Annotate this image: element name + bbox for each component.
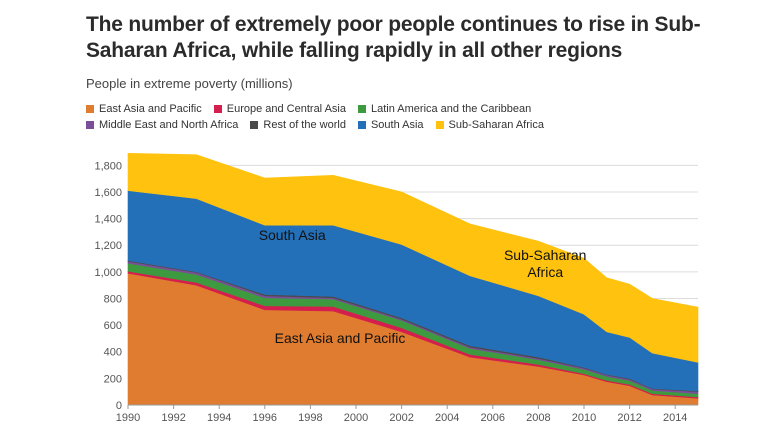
x-tick-label: 1996 bbox=[253, 412, 277, 424]
y-tick-label: 400 bbox=[104, 347, 122, 359]
legend-swatch bbox=[250, 121, 259, 129]
legend-label: Europe and Central Asia bbox=[226, 103, 346, 115]
legend-swatch bbox=[357, 105, 366, 113]
legend-swatch bbox=[86, 105, 94, 113]
legend-swatch bbox=[435, 121, 444, 129]
y-tick-label: 0 bbox=[116, 400, 122, 412]
legend-item-east-asia: East Asia and Pacific bbox=[86, 103, 202, 115]
legend-label: Rest of the world bbox=[263, 119, 346, 131]
x-tick-label: 2006 bbox=[481, 412, 505, 424]
annotation-line: South Asia bbox=[259, 227, 326, 243]
legend-swatch bbox=[357, 121, 366, 129]
legend-label: East Asia and Pacific bbox=[99, 103, 202, 115]
legend: East Asia and Pacific Europe and Central… bbox=[86, 101, 726, 133]
y-tick-label: 1,400 bbox=[94, 214, 122, 226]
x-tick-label: 1992 bbox=[161, 412, 185, 424]
x-tick-label: 2008 bbox=[526, 412, 550, 424]
annotation-line: East Asia and Pacific bbox=[275, 330, 406, 346]
x-tick-label: 2004 bbox=[435, 412, 459, 424]
x-tick-label: 2014 bbox=[663, 412, 687, 424]
legend-row-1: East Asia and Pacific Europe and Central… bbox=[86, 101, 726, 117]
legend-item-south-asia: South Asia bbox=[357, 119, 424, 131]
area-sub-saharan-africa bbox=[127, 152, 699, 363]
chart-subtitle: People in extreme poverty (millions) bbox=[86, 76, 293, 91]
x-tick-label: 2002 bbox=[389, 412, 413, 424]
chart-title: The number of extremely poor people cont… bbox=[86, 13, 701, 62]
legend-label: Sub-Saharan Africa bbox=[448, 119, 544, 131]
legend-label: Latin America and the Caribbean bbox=[370, 103, 532, 115]
annotation-south-asia: South Asia bbox=[259, 227, 326, 243]
annotation-east-asia-pacific: East Asia and Pacific bbox=[275, 330, 406, 346]
y-tick-label: 200 bbox=[104, 373, 122, 385]
x-tick-label: 1990 bbox=[116, 412, 140, 424]
legend-item-rest-of-world: Rest of the world bbox=[250, 119, 346, 131]
x-tick-label: 2010 bbox=[572, 412, 596, 424]
x-tick-label: 2012 bbox=[617, 412, 641, 424]
legend-row-2: Middle East and North Africa Rest of the… bbox=[86, 117, 726, 133]
legend-item-middle-east: Middle East and North Africa bbox=[86, 119, 238, 131]
legend-swatch bbox=[213, 105, 222, 113]
y-tick-label: 600 bbox=[104, 320, 122, 332]
legend-item-sub-saharan: Sub-Saharan Africa bbox=[435, 119, 544, 131]
annotation-line: Sub-Saharan bbox=[504, 247, 587, 263]
y-tick-label: 1,800 bbox=[94, 160, 122, 172]
x-tick-label: 1994 bbox=[207, 412, 231, 424]
legend-label: South Asia bbox=[370, 119, 424, 131]
y-tick-label: 1,200 bbox=[94, 240, 122, 252]
annotation-line: Africa bbox=[527, 264, 563, 280]
legend-item-europe: Europe and Central Asia bbox=[213, 103, 346, 115]
annotation-sub-saharan-africa: Sub-Saharan Africa bbox=[504, 247, 587, 280]
legend-swatch bbox=[86, 121, 94, 129]
legend-label: Middle East and North Africa bbox=[99, 119, 239, 131]
x-tick-label: 1998 bbox=[298, 412, 322, 424]
y-tick-label: 800 bbox=[104, 293, 122, 305]
y-tick-label: 1,600 bbox=[94, 187, 122, 199]
legend-item-latin-america: Latin America and the Caribbean bbox=[357, 103, 532, 115]
x-tick-label: 2000 bbox=[344, 412, 368, 424]
y-tick-label: 1,000 bbox=[94, 267, 122, 279]
